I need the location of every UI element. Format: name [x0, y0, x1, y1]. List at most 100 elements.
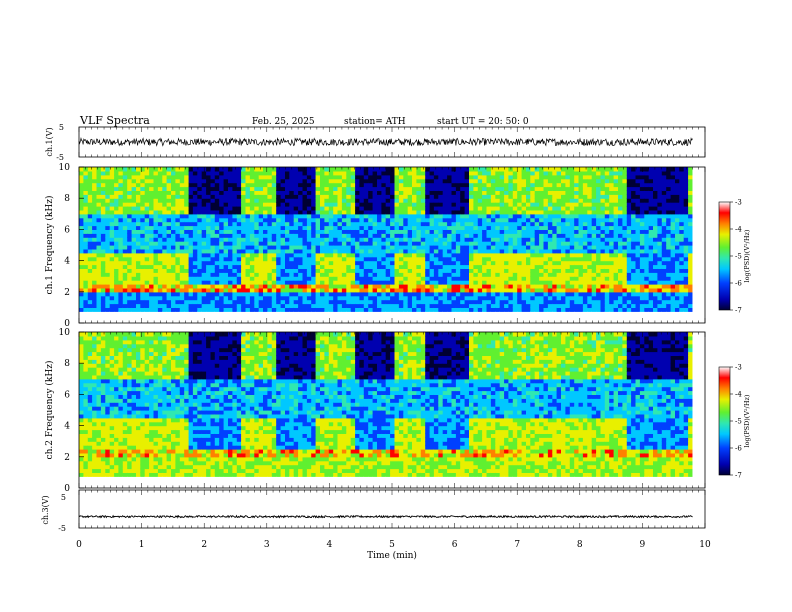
spectrogram-cell: [600, 225, 606, 230]
spectrogram-cell: [512, 307, 518, 312]
spectrogram-cell: [131, 225, 137, 230]
spectrogram-cell: [539, 311, 545, 316]
spectrogram-cell: [263, 167, 268, 172]
spectrogram-cell: [609, 209, 615, 215]
spectrogram-cell: [587, 311, 593, 316]
spectrogram-cell: [495, 229, 501, 234]
spectrogram-cell: [350, 260, 356, 266]
spectrogram-cell: [306, 252, 312, 258]
spectrogram-cell: [337, 256, 343, 262]
spectrogram-cell: [276, 256, 282, 262]
spectrogram-cell: [83, 190, 89, 195]
spectrogram-cell: [429, 311, 435, 316]
spectrogram-cell: [521, 299, 527, 305]
spectrogram-cell: [512, 272, 518, 277]
spectrogram-cell: [192, 225, 198, 230]
spectrogram-cell: [394, 272, 400, 277]
spectrogram-cell: [569, 299, 575, 305]
spectrogram-cell: [464, 186, 470, 191]
spectrogram-cell: [477, 237, 483, 242]
spectrogram-cell: [622, 299, 628, 305]
spectrogram-cell: [263, 186, 268, 191]
spectrogram-cell: [490, 229, 496, 234]
spectrogram-cell: [543, 245, 549, 250]
spectrogram-cell: [438, 213, 444, 219]
spectrogram-cell: [289, 264, 295, 269]
spectrogram-cell: [359, 225, 365, 230]
spectrogram-cell: [131, 319, 137, 324]
spectrogram-cell: [184, 237, 190, 242]
spectrogram-cell: [188, 229, 194, 234]
spectrogram-cell: [521, 225, 527, 230]
spectrogram-cell: [517, 295, 523, 301]
spectrogram-cell: [219, 229, 225, 234]
spectrogram-cell: [131, 284, 137, 289]
spectrogram-cell: [236, 287, 242, 293]
spectrogram-cell: [236, 299, 242, 305]
spectrogram-cell: [210, 287, 216, 293]
spectrogram-cell: [254, 268, 260, 273]
spectrogram-cell: [267, 295, 273, 301]
spectrogram-cell: [381, 287, 387, 293]
spectrogram-cell: [460, 260, 466, 266]
spectrogram-cell: [206, 248, 212, 254]
spectrogram-cell: [118, 167, 124, 172]
spectrogram-cell: [153, 287, 159, 293]
spectrogram-cell: [469, 198, 474, 203]
spectrogram-cell: [184, 221, 190, 227]
spectrogram-cell: [547, 190, 553, 195]
spectrogram-cell: [394, 287, 400, 293]
spectrogram-cell: [495, 287, 501, 293]
spectrogram-cell: [144, 248, 150, 254]
spectrogram-cell: [543, 190, 549, 195]
spectrogram-cell: [447, 225, 453, 230]
spectrogram-cell: [618, 174, 623, 180]
spectrogram-cell: [162, 237, 168, 242]
spectrogram-cell: [127, 221, 133, 227]
spectrogram-cell: [341, 182, 347, 188]
spectrogram-cell: [249, 206, 255, 211]
spectrogram-cell: [131, 280, 137, 285]
spectrogram-cell: [171, 186, 176, 191]
spectrogram-cell: [285, 229, 290, 234]
spectrogram-cell: [114, 213, 120, 219]
spectrogram-cell: [613, 252, 619, 258]
spectrogram-cell: [280, 268, 286, 273]
spectrogram-cell: [179, 241, 185, 246]
spectrogram-cell: [539, 295, 545, 301]
spectrogram-cell: [447, 182, 453, 188]
spectrogram-cell: [569, 264, 575, 269]
spectrogram-cell: [328, 311, 334, 316]
spectrogram-cell: [504, 276, 510, 281]
spectrogram-cell: [433, 295, 439, 301]
spectrogram-cell: [324, 272, 330, 277]
spectrogram-cell: [280, 213, 286, 219]
spectrogram-cell: [285, 174, 290, 180]
spectrogram-cell: [578, 225, 584, 230]
spectrogram-cell: [429, 303, 435, 308]
spectrogram-cell: [162, 170, 168, 176]
spectrogram-cell: [578, 245, 584, 250]
spectrogram-cell: [166, 233, 172, 238]
spectrogram-cell: [508, 260, 514, 266]
spectrogram-cell: [618, 319, 623, 324]
spectrogram-cell: [596, 284, 602, 289]
spectrogram-cell: [495, 190, 501, 195]
spectrogram-cell: [267, 299, 273, 305]
spectrogram-cell: [210, 198, 216, 203]
spectrogram-cell: [499, 256, 505, 262]
spectrogram-cell: [236, 319, 242, 324]
spectrogram-cell: [118, 229, 124, 234]
spectrogram-cell: [280, 209, 286, 215]
spectrogram-cell: [578, 252, 584, 258]
spectrogram-cell: [136, 272, 141, 277]
spectrogram-cell: [469, 202, 474, 207]
spectrogram-cell: [144, 213, 150, 219]
spectrogram-cell: [512, 319, 518, 324]
spectrogram-cell: [87, 206, 93, 211]
spectrogram-cell: [526, 264, 531, 269]
spectrogram-cell: [574, 194, 580, 199]
spectrogram-cell: [508, 241, 514, 246]
spectrogram-cell: [311, 217, 317, 223]
spectrogram-cell: [96, 287, 102, 293]
